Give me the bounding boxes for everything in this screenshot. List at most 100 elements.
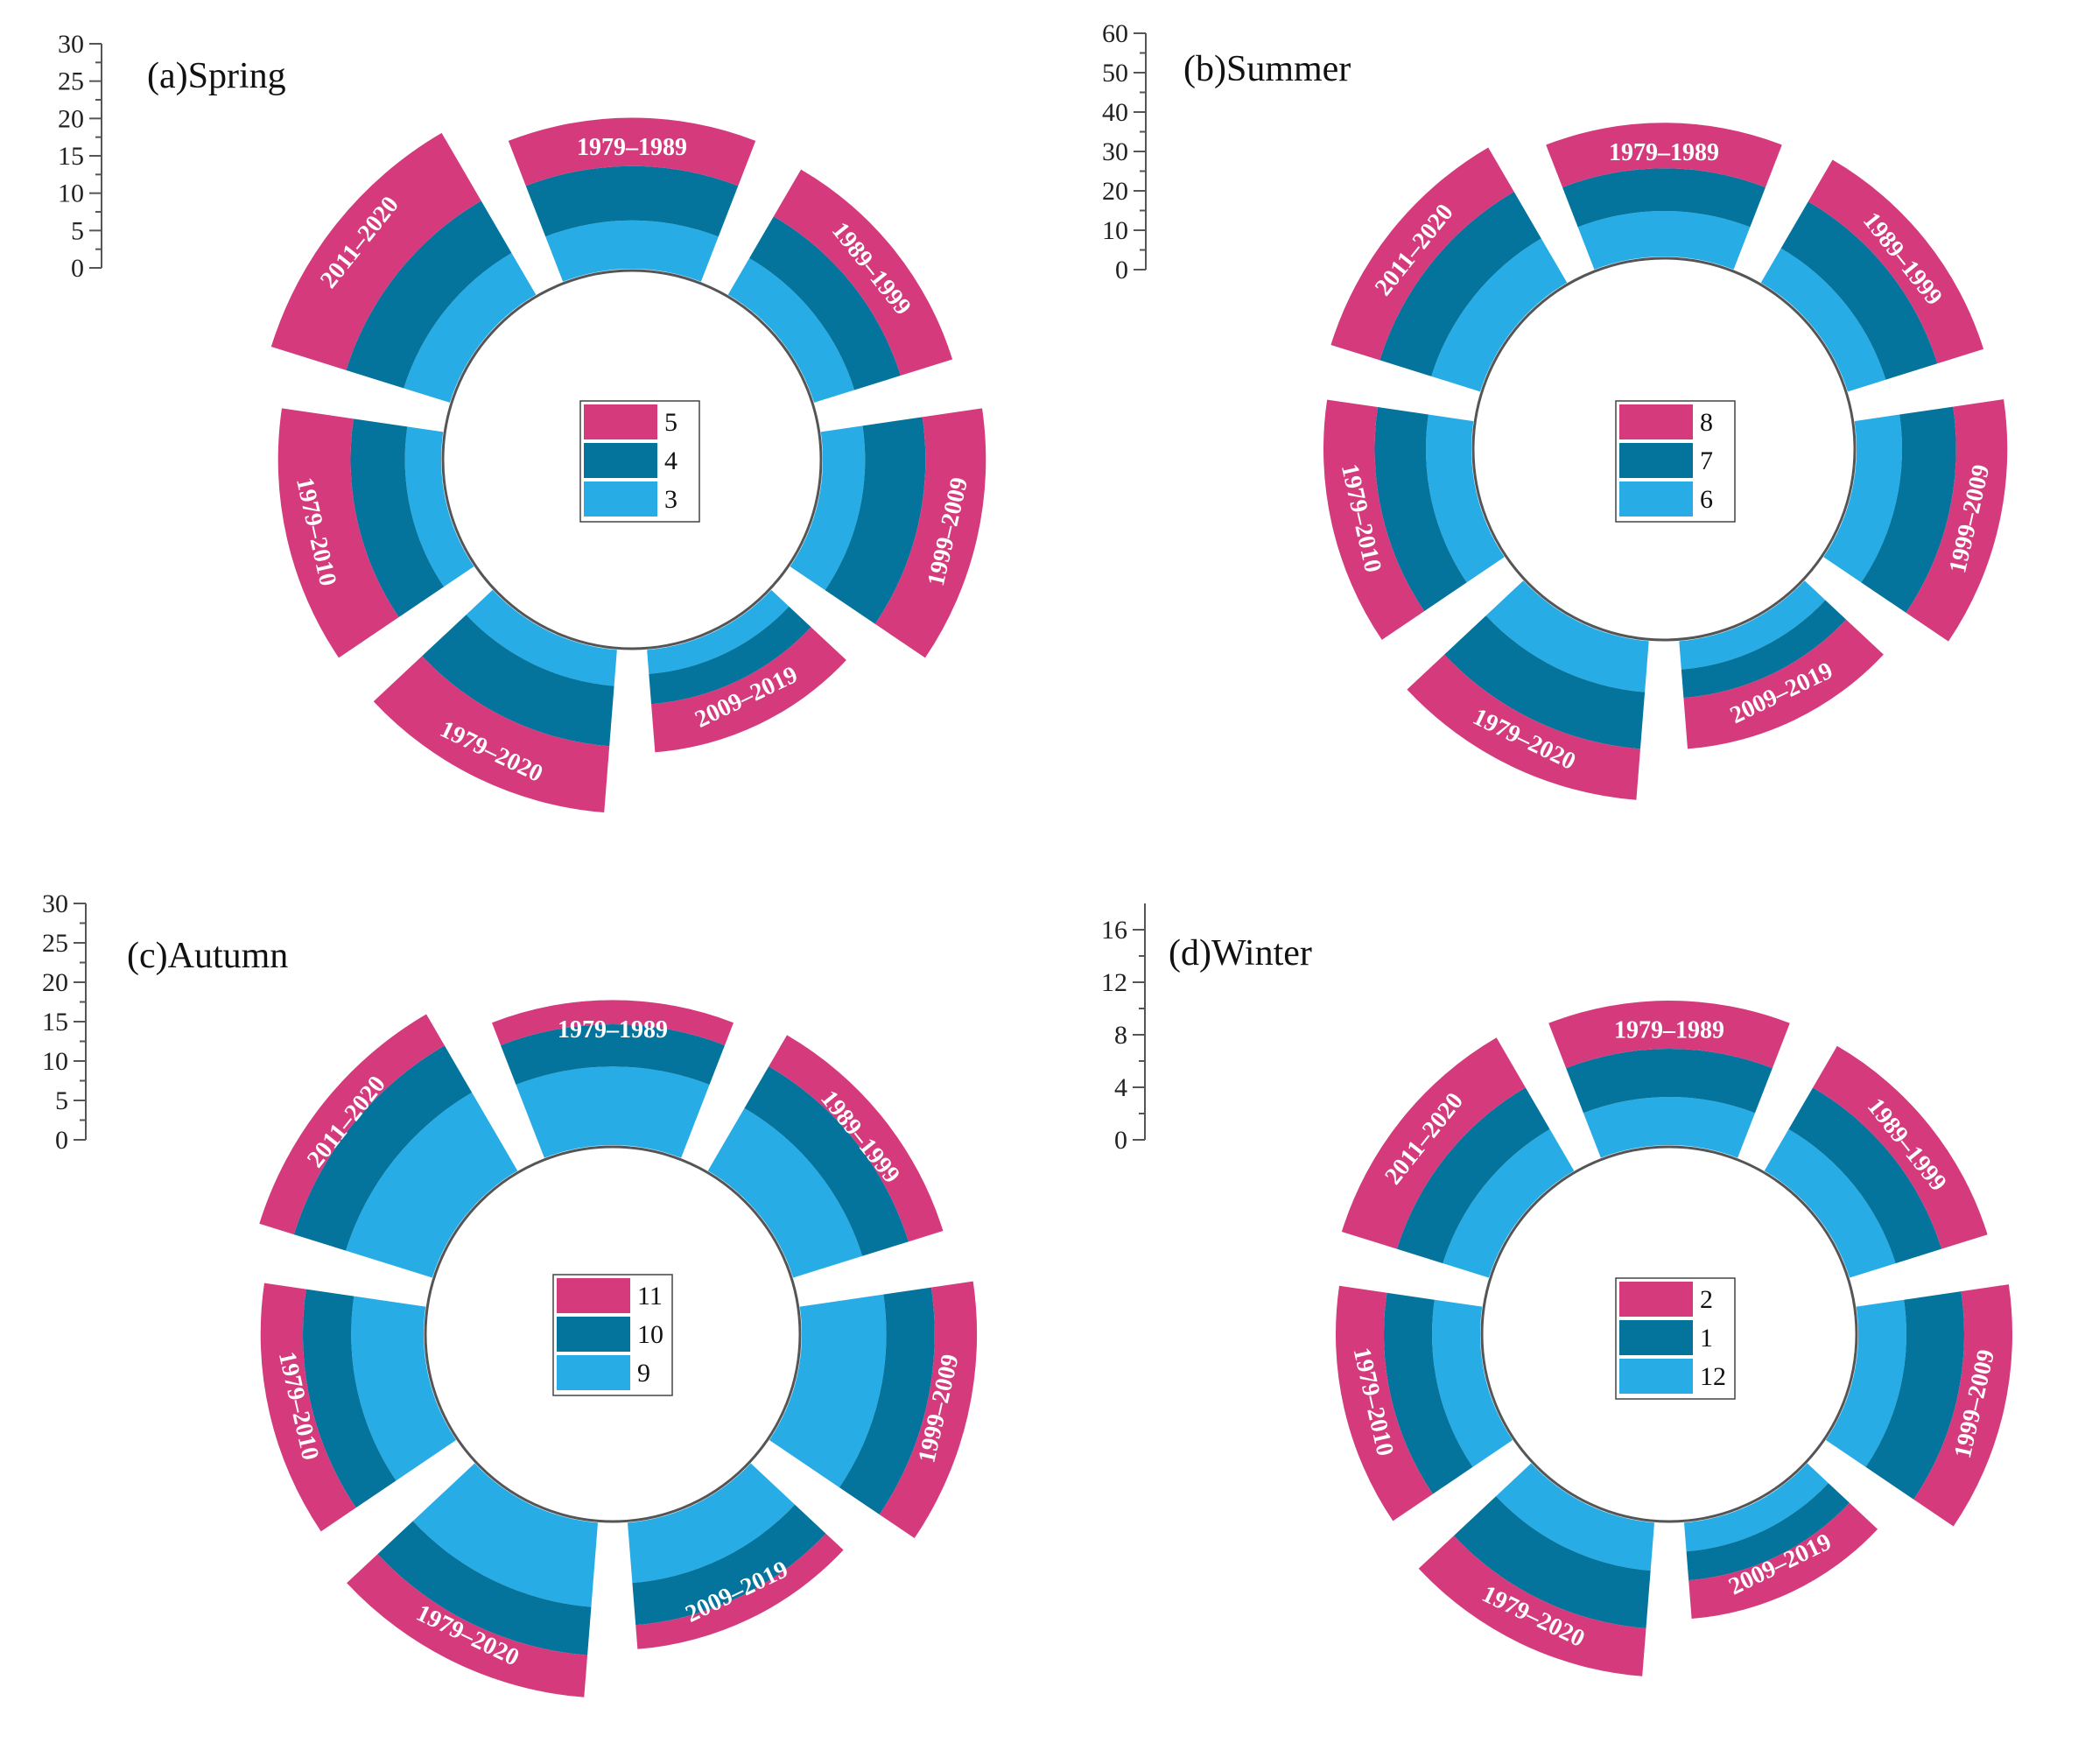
panel-title: (d)Winter — [1169, 933, 1312, 973]
bar-5-1979–1989 — [508, 117, 756, 186]
legend-swatch — [1619, 404, 1693, 439]
segment-1989–1999: 1989–1999 — [727, 169, 953, 403]
bar-9-1989–1999 — [707, 1107, 863, 1278]
bar-5-1979–2020 — [373, 656, 610, 813]
bar-12-1999–2009 — [1825, 1299, 1906, 1467]
bar-6-1979–1989 — [1577, 211, 1751, 270]
legend-swatch — [557, 1278, 630, 1313]
y-tick-label: 20 — [1102, 177, 1128, 206]
bar-4-2011–2020 — [346, 200, 512, 389]
segment-2009–2019: 2009–2019 — [1683, 1463, 1878, 1619]
legend-label: 8 — [1700, 408, 1713, 437]
bar-3-1989–1999 — [727, 257, 855, 403]
bar-6-2009–2019 — [1679, 580, 1826, 670]
segment-1979–2020: 1979–2020 — [1407, 580, 1649, 800]
bar-5-2011–2020 — [270, 132, 481, 370]
y-tick-label: 20 — [58, 104, 84, 133]
y-axis: 0 10 20 30 40 50 60 — [1102, 19, 1147, 285]
bar-7-1979–2010 — [1374, 407, 1467, 612]
bar-10-2011–2020 — [293, 1045, 473, 1251]
bar-11-1979–2020 — [347, 1554, 588, 1697]
bar-11-1979–2010 — [260, 1283, 356, 1532]
bar-12-2009–2019 — [1683, 1463, 1829, 1552]
segment-1999–2009: 1999–2009 — [769, 1281, 978, 1539]
legend-label: 11 — [637, 1282, 663, 1311]
legend: 11 10 9 — [552, 1274, 673, 1396]
segment-1979–2010: 1979–2010 — [277, 408, 474, 658]
legend-label: 1 — [1700, 1324, 1713, 1353]
bar-9-1979–2010 — [351, 1296, 457, 1481]
y-tick-label: 10 — [42, 1047, 68, 1076]
segment-1979–2010: 1979–2010 — [260, 1283, 457, 1532]
segment-label: 1979–1989 — [558, 1016, 668, 1044]
segment-2009–2019: 2009–2019 — [627, 1463, 844, 1649]
legend-swatch — [1619, 1359, 1693, 1394]
bar-12-1979–2020 — [1496, 1463, 1655, 1571]
y-tick-label: 25 — [58, 67, 84, 96]
y-tick-label: 12 — [1101, 968, 1127, 997]
bar-1-2011–2020 — [1396, 1087, 1550, 1264]
legend-swatch — [584, 481, 657, 517]
legend-label: 9 — [637, 1359, 650, 1388]
y-axis: 0 5 10 15 20 25 30 — [58, 30, 102, 283]
bar-6-1999–2009 — [1823, 414, 1902, 583]
y-tick-label: 25 — [42, 929, 68, 958]
y-tick-label: 8 — [1114, 1021, 1127, 1050]
segment-1989–1999: 1989–1999 — [1764, 1045, 1988, 1278]
segment-1979–2020: 1979–2020 — [1418, 1463, 1655, 1676]
bar-12-2011–2020 — [1443, 1128, 1575, 1278]
bar-4-1989–1999 — [749, 216, 901, 390]
y-tick-label: 10 — [58, 179, 84, 208]
segment-1999–2009: 1999–2009 — [790, 408, 986, 658]
y-tick-label: 16 — [1101, 916, 1127, 945]
legend-swatch — [584, 443, 657, 478]
bar-3-2011–2020 — [404, 252, 537, 403]
bar-7-2009–2019 — [1681, 600, 1847, 699]
bar-4-2009–2019 — [649, 606, 811, 705]
bar-1-1979–1989 — [1566, 1049, 1773, 1114]
bar-6-1979–2010 — [1425, 414, 1505, 583]
y-tick-label: 0 — [71, 254, 84, 283]
bar-4-1979–2010 — [350, 418, 445, 618]
segment-1979–1989: 1979–1989 — [1546, 123, 1782, 270]
bar-6-2011–2020 — [1431, 238, 1568, 392]
legend-label: 7 — [1700, 446, 1713, 475]
legend-label: 5 — [664, 408, 677, 437]
y-tick-label: 10 — [1102, 216, 1128, 245]
bar-8-2009–2019 — [1683, 619, 1884, 749]
legend-swatch — [1619, 443, 1693, 478]
bar-8-1979–2020 — [1407, 654, 1640, 800]
legend-label: 3 — [664, 485, 677, 514]
bar-5-1989–1999 — [773, 169, 953, 376]
segment-2011–2020: 2011–2020 — [270, 132, 537, 403]
bar-8-2011–2020 — [1330, 147, 1514, 361]
y-axis: 0 4 8 12 16 — [1101, 903, 1146, 1155]
bar-3-1999–2009 — [790, 425, 866, 591]
bar-1-1979–2020 — [1453, 1496, 1651, 1628]
y-tick-label: 0 — [1115, 256, 1128, 285]
bar-9-1979–2020 — [412, 1463, 599, 1607]
panel-winter: 0481216(d)Winter1979–19891989–19991999–2… — [1101, 903, 2012, 1676]
bar-2-1979–2010 — [1336, 1285, 1433, 1522]
segment-2011–2020: 2011–2020 — [1330, 147, 1568, 392]
y-tick-label: 5 — [71, 216, 84, 245]
segment-1979–2010: 1979–2010 — [1336, 1285, 1513, 1522]
bar-9-2011–2020 — [346, 1092, 518, 1278]
segment-1979–1989: 1979–1989 — [1548, 1001, 1790, 1158]
bar-1-1989–1999 — [1788, 1087, 1942, 1264]
legend: 2 1 12 — [1615, 1277, 1736, 1400]
bar-8-1999–2009 — [1906, 399, 2008, 642]
bar-10-1999–2009 — [839, 1287, 935, 1515]
panel-spring: 051015202530(a)Spring1979–19891989–19991… — [58, 30, 986, 813]
bar-3-2009–2019 — [647, 589, 790, 674]
bar-10-1979–2020 — [377, 1521, 592, 1655]
y-tick-label: 4 — [1114, 1073, 1127, 1102]
y-tick-label: 30 — [1102, 137, 1128, 166]
bar-10-1989–1999 — [744, 1066, 909, 1256]
y-tick-label: 60 — [1102, 19, 1128, 48]
bar-11-1989–1999 — [769, 1035, 944, 1242]
bar-10-1979–2010 — [302, 1289, 397, 1508]
segment-label: 1979–1989 — [1614, 1017, 1724, 1044]
bar-11-1979–1989 — [492, 1000, 734, 1045]
